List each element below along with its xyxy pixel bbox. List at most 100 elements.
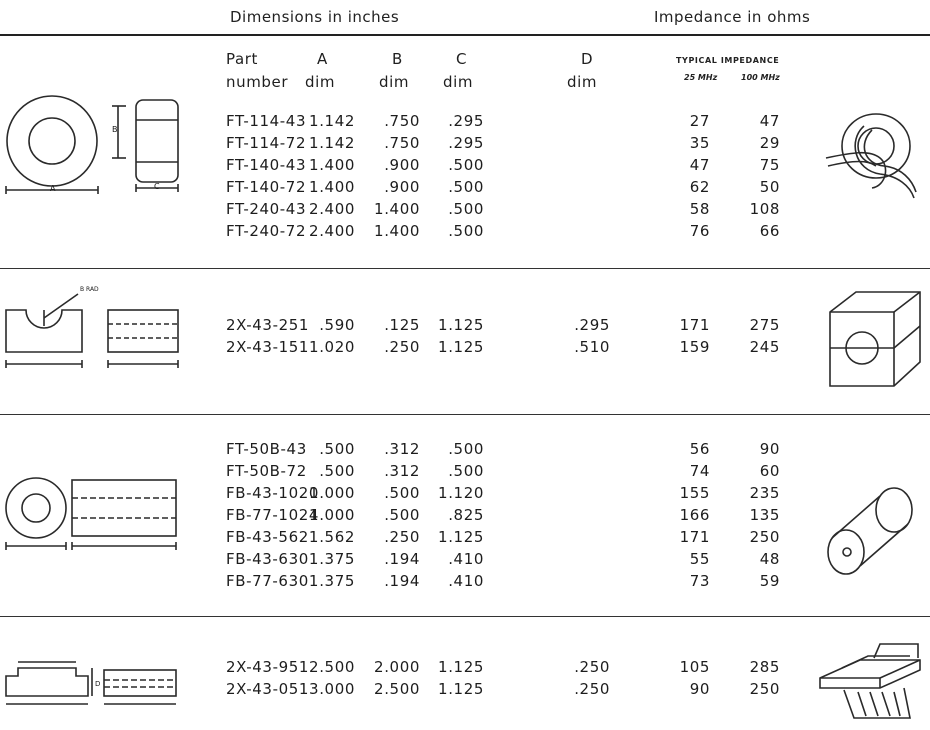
b-dim: 1.400 [374,222,420,240]
d-dim: .250 [574,658,610,676]
a-dim: 3.000 [309,680,355,698]
c-dim: 1.125 [438,338,484,356]
b-dim: .500 [384,484,420,502]
col-c-dim: dim [443,73,474,91]
table-row: 2X-43-051 3.000 2.500 1.125 .250 90 250 [0,680,930,702]
table-row: FT-140-72 1.400 .900 .500 62 50 [0,178,930,200]
impedance-100mhz: 60 [759,462,780,480]
d-dim: .510 [574,338,610,356]
a-dim: 1.020 [309,338,355,356]
part-number: FT-140-72 [226,178,307,196]
impedance-100mhz: 90 [759,440,780,458]
c-dim: .500 [448,222,484,240]
dim-label-d: D [95,680,101,688]
b-dim: .500 [384,506,420,524]
section-divider [0,268,930,269]
impedance-25mhz: 58 [689,200,710,218]
impedance-100mhz: 235 [749,484,780,502]
table-row: 2X-43-951 2.500 2.000 1.125 .250 105 285 [0,658,930,680]
impedance-25mhz: 166 [679,506,710,524]
part-number: 2X-43-251 [226,316,310,334]
impedance-100mhz: 48 [759,550,780,568]
col-a: A [317,50,328,68]
b-dim: .194 [384,572,420,590]
a-dim: 2.500 [309,658,355,676]
bead-dimension-drawing [5,477,177,550]
dim-label-a: A [50,184,56,193]
c-dim: .500 [448,462,484,480]
col-d-dim: dim [567,73,598,91]
impedance-100mhz: 250 [749,680,780,698]
b-dim: .250 [384,338,420,356]
c-dim: .410 [448,550,484,568]
part-number: FT-50B-43 [226,440,307,458]
impedance-25mhz: 76 [689,222,710,240]
col-a-dim: dim [305,73,336,91]
c-dim: .500 [448,178,484,196]
b-dim: .312 [384,440,420,458]
a-dim: 1.142 [309,134,355,152]
col-b: B [392,50,403,68]
impedance-100mhz: 285 [749,658,780,676]
b-dim: 1.400 [374,200,420,218]
dim-label-rad: B RAD [80,286,99,293]
impedance-100mhz: 66 [759,222,780,240]
a-dim: 1.400 [309,178,355,196]
impedance-25mhz: 74 [689,462,710,480]
impedance-100mhz: 47 [759,112,780,130]
c-dim: .410 [448,572,484,590]
b-dim: .750 [384,112,420,130]
impedance-25mhz: 90 [689,680,710,698]
impedance-100mhz: 135 [749,506,780,524]
b-dim: .250 [384,528,420,546]
flat-core-dimension-drawing [5,661,177,705]
dim-label-b: B [112,125,118,134]
table-row: FT-114-43 1.142 .750 .295 27 47 [0,112,930,134]
table-row: FT-140-43 1.400 .900 .500 47 75 [0,156,930,178]
part-number: 2X-43-051 [226,680,310,698]
impedance-100mhz: 50 [759,178,780,196]
impedance-25mhz: 56 [689,440,710,458]
impedance-25mhz: 73 [689,572,710,590]
b-dim: .125 [384,316,420,334]
impedance-25mhz: 171 [679,316,710,334]
c-dim: .500 [448,156,484,174]
table-row: FT-240-43 2.400 1.400 .500 58 108 [0,200,930,222]
header-rule [0,34,930,36]
b-dim: .900 [384,178,420,196]
c-dim: .825 [448,506,484,524]
table-row: 2X-43-251 .590 .125 1.125 .295 171 275 [0,316,930,338]
col-typical-impedance: TYPICAL IMPEDANCE [676,56,780,65]
impedance-100mhz: 108 [749,200,780,218]
impedance-25mhz: 55 [689,550,710,568]
part-number: FT-114-43 [226,112,307,130]
c-dim: .295 [448,112,484,130]
impedance-25mhz: 35 [689,134,710,152]
part-number: FT-50B-72 [226,462,307,480]
c-dim: 1.120 [438,484,484,502]
a-dim: 2.400 [309,222,355,240]
table-row: FT-50B-43 .500 .312 .500 56 90 [0,440,930,462]
impedance-100mhz: 245 [749,338,780,356]
part-number: 2X-43-151 [226,338,310,356]
col-25mhz: 25 MHz [684,73,718,82]
c-dim: .295 [448,134,484,152]
a-dim: .500 [319,440,355,458]
part-number: FB-43-6301 [226,550,320,568]
impedance-100mhz: 250 [749,528,780,546]
table-row: FB-43-6301 .375 .194 .410 55 48 [0,550,930,572]
part-number: FT-140-43 [226,156,307,174]
part-number: 2X-43-951 [226,658,310,676]
table-row: FB-43-1020 1.000 .500 1.120 155 235 [0,484,930,506]
col-b-dim: dim [379,73,410,91]
c-dim: 1.125 [438,658,484,676]
toroid-dimension-drawing [5,95,179,194]
impedance-100mhz: 29 [759,134,780,152]
a-dim: .375 [319,572,355,590]
col-c: C [456,50,468,68]
part-number: FT-114-72 [226,134,307,152]
impedance-25mhz: 27 [689,112,710,130]
part-number: FB-77-1024 [226,506,320,524]
impedance-100mhz: 59 [759,572,780,590]
wound-toroid-illustration [825,113,917,199]
